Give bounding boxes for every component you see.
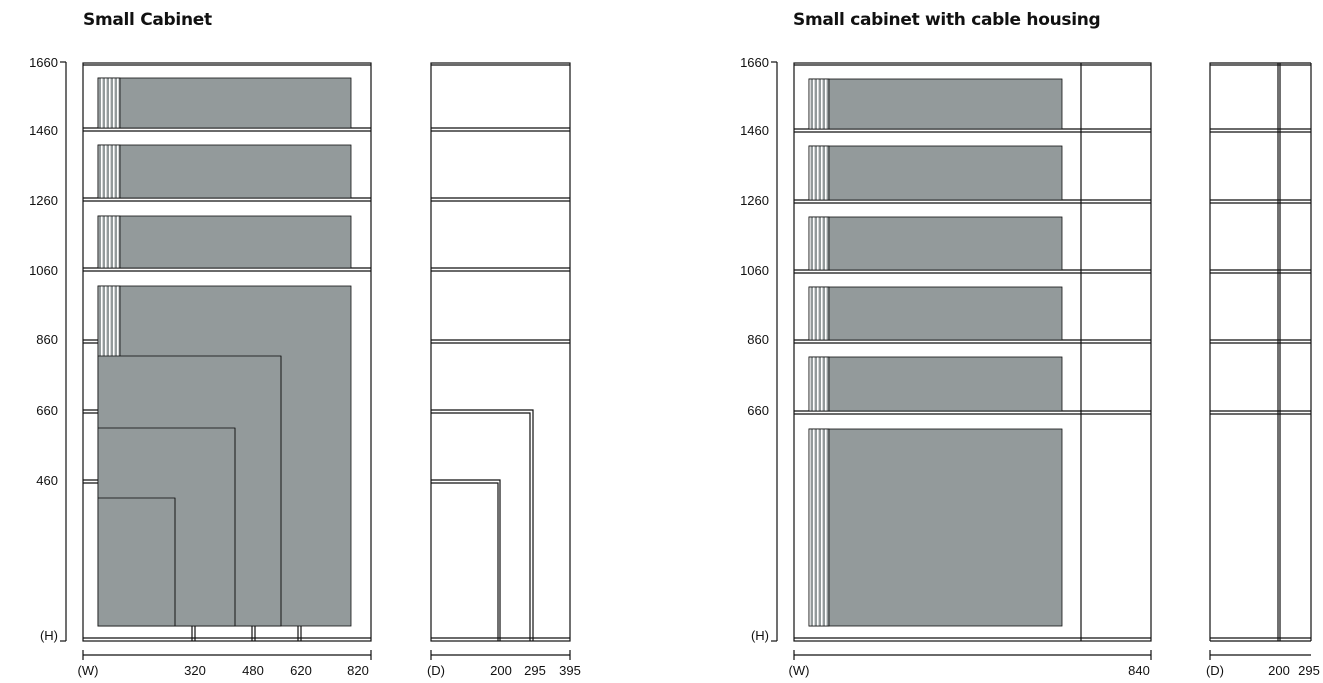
right-front-view	[793, 62, 1152, 642]
height-tick-label: 1660	[29, 55, 58, 70]
height-tick-label: 1060	[29, 263, 58, 278]
depth-tick-label: 200	[490, 663, 512, 678]
width-tick-label: 320	[184, 663, 206, 678]
width-tick-label: 480	[242, 663, 264, 678]
width-tick-label: 820	[347, 663, 369, 678]
height-tick-label: 660	[747, 403, 769, 418]
right-depth-axis: (D) 200 295	[1206, 650, 1320, 678]
height-tick-label: 1260	[29, 193, 58, 208]
left-depth-axis: (D) 200 295 395	[427, 650, 581, 678]
width-tick-label: 840	[1128, 663, 1150, 678]
width-tick-label: 620	[290, 663, 312, 678]
depth-tick-label: (D)	[427, 663, 445, 678]
right-side-view	[1209, 62, 1312, 642]
depth-tick-label: 295	[1298, 663, 1320, 678]
left-screens	[97, 77, 352, 627]
depth-tick-label: 395	[559, 663, 581, 678]
width-tick-label: (W)	[78, 663, 99, 678]
depth-tick-label: (D)	[1206, 663, 1224, 678]
height-tick-label: 1060	[740, 263, 769, 278]
height-tick-label: 460	[36, 473, 58, 488]
left-diagram-title: Small Cabinet	[83, 10, 212, 30]
depth-tick-label: 295	[524, 663, 546, 678]
height-tick-label: 860	[747, 332, 769, 347]
depth-tick-label: 200	[1268, 663, 1290, 678]
height-tick-label: 1260	[740, 193, 769, 208]
height-tick-label: 660	[36, 403, 58, 418]
left-width-axis: (W) 320 480 620 820	[78, 650, 372, 678]
width-tick-label: (W)	[789, 663, 810, 678]
height-tick-label: 1460	[740, 123, 769, 138]
right-diagram-title: Small cabinet with cable housing	[793, 10, 1101, 30]
right-screens	[808, 78, 1063, 627]
height-tick-label: 1660	[740, 55, 769, 70]
left-side-view	[430, 62, 571, 642]
height-tick-label: (H)	[40, 628, 58, 643]
height-tick-label: (H)	[751, 628, 769, 643]
right-width-axis: (W) 840	[789, 650, 1152, 678]
height-tick-label: 1460	[29, 123, 58, 138]
left-height-axis: 1660 1460 1260 1060 860 660 460 (H)	[29, 55, 67, 643]
height-tick-label: 860	[36, 332, 58, 347]
right-height-axis: 1660 1460 1260 1060 860 660 (H)	[740, 55, 778, 643]
